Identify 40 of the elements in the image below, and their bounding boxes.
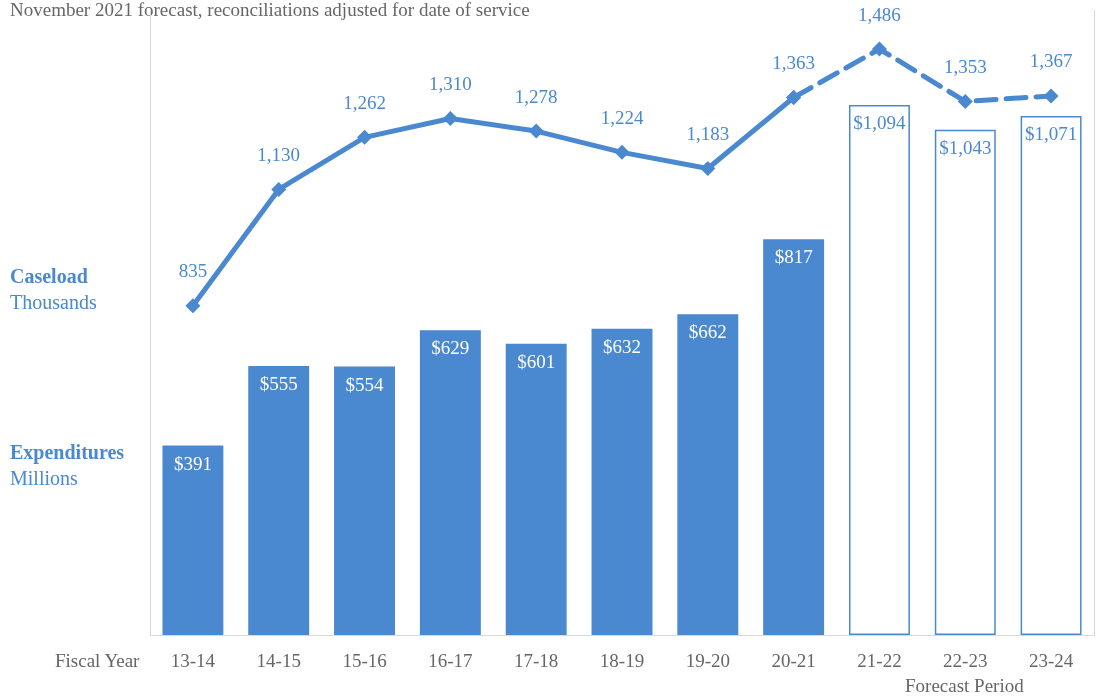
data-label: 1,363 — [772, 52, 816, 74]
data-label: $601 — [517, 350, 556, 372]
data-label: $1,094 — [853, 111, 907, 133]
data-label: $662 — [688, 321, 727, 343]
data-label: 1,486 — [858, 3, 901, 25]
data-label: $1,043 — [939, 136, 992, 158]
data-label: 1,262 — [343, 91, 386, 113]
x-tick-label: 21-22 — [857, 650, 902, 671]
text: Thousands — [10, 291, 97, 313]
data-label: 835 — [178, 260, 208, 282]
data-label: 1,183 — [686, 123, 730, 145]
data-label: 1,367 — [1029, 50, 1073, 72]
text: Forecast Period — [905, 675, 1025, 696]
data-label: $817 — [774, 246, 813, 268]
x-tick-label: 13-14 — [170, 650, 216, 671]
x-tick-label: 20-21 — [771, 650, 816, 671]
x-tick-label: 23-24 — [1028, 650, 1074, 671]
text: Expenditures — [10, 441, 125, 464]
x-tick-label: 15-16 — [342, 650, 387, 671]
x-axis-title: Fiscal Year — [55, 650, 141, 671]
data-label: $1,071 — [1024, 123, 1078, 145]
data-label: 1,310 — [428, 72, 472, 94]
chart-subtitle: November 2021 forecast, reconciliations adjusted for date of service — [10, 0, 530, 20]
data-label: 1,130 — [257, 143, 301, 165]
x-tick-label: 16-17 — [428, 650, 473, 671]
data-label: $629 — [431, 337, 470, 359]
data-label: $391 — [173, 452, 212, 474]
x-tick-label: 19-20 — [685, 650, 730, 671]
text: Caseload — [10, 265, 88, 287]
x-tick-label: 22-23 — [943, 650, 988, 671]
data-label: 1,353 — [943, 55, 987, 77]
data-label: $554 — [345, 373, 385, 395]
data-label: $555 — [259, 373, 298, 395]
data-label: $632 — [603, 335, 641, 357]
text: Millions — [10, 467, 79, 489]
data-label: 1,224 — [600, 106, 644, 128]
x-tick-label: 14-15 — [256, 650, 301, 671]
data-label: 1,278 — [514, 85, 558, 107]
x-tick-label: 18-19 — [599, 650, 645, 671]
x-tick-label: 17-18 — [514, 650, 559, 671]
